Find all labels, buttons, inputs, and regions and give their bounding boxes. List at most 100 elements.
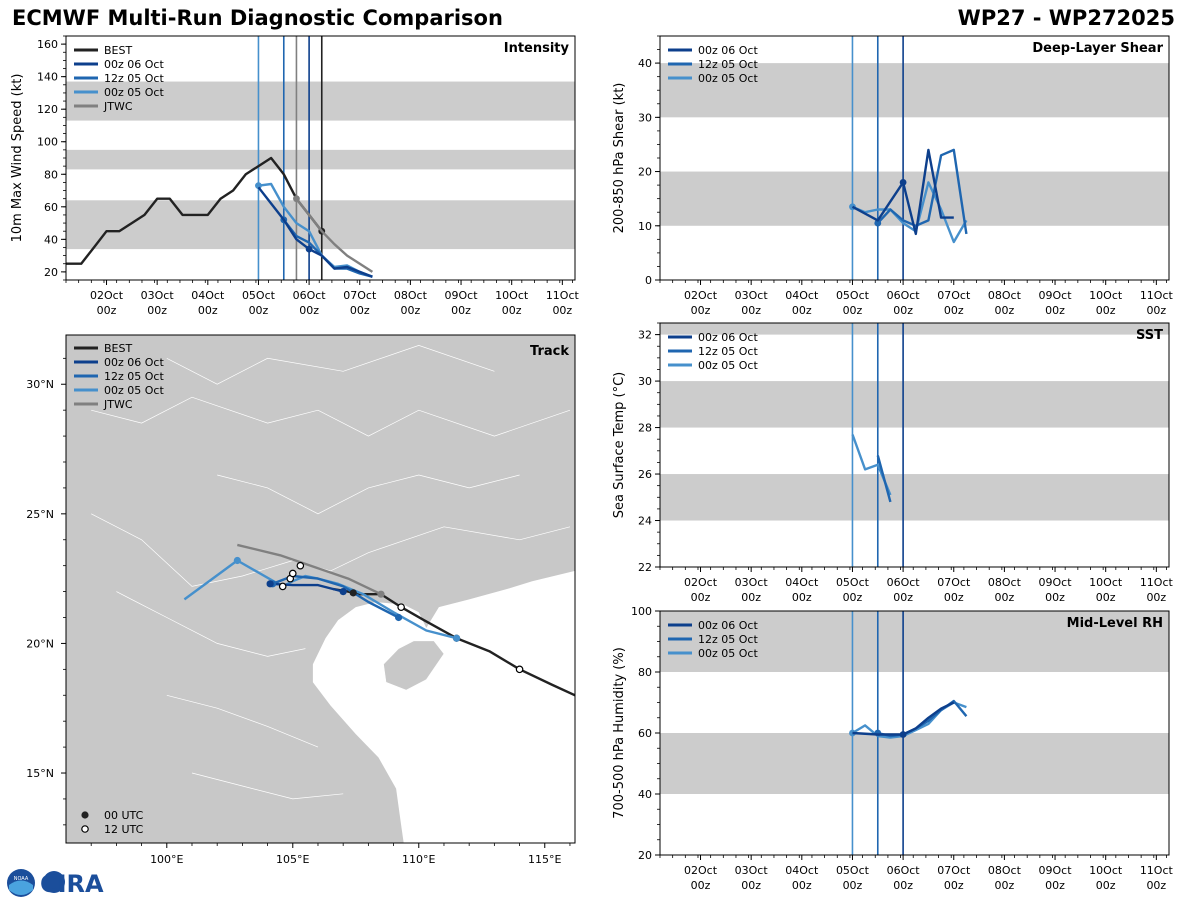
legend-entry-0: 00z 06 Oct xyxy=(698,331,758,344)
legend-entry-2: 12z 05 Oct xyxy=(104,72,164,85)
y-tick-label-5: 120 xyxy=(37,103,58,116)
x-tick-sublabel-4: 00z xyxy=(893,879,913,892)
lat-tick-label-3: 30°N xyxy=(26,378,54,391)
border-line-3 xyxy=(116,591,306,657)
x-tick-sublabel-9: 00z xyxy=(1146,879,1166,892)
x-tick-label-4: 06Oct xyxy=(887,864,921,877)
legend-entry-1: 12z 05 Oct xyxy=(698,58,758,71)
track-marker-00utc-0-1 xyxy=(349,589,357,597)
track-marker-00utc-2-0 xyxy=(395,613,403,622)
x-tick-label-9: 11Oct xyxy=(546,289,580,302)
x-tick-label-1: 03Oct xyxy=(735,289,769,302)
x-tick-sublabel-6: 00z xyxy=(995,879,1015,892)
x-tick-label-8: 10Oct xyxy=(495,289,529,302)
lon-tick-label-1: 105°E xyxy=(276,853,309,866)
legend-entry-2: 00z 05 Oct xyxy=(698,647,758,660)
x-tick-sublabel-6: 00z xyxy=(401,304,421,317)
y-tick-label-4: 40 xyxy=(638,57,652,70)
panel-track: 100°E 105°E 110°E 115°E 15°N 20°N 25°N 30°N Trac… xyxy=(26,334,576,866)
x-tick-label-7: 09Oct xyxy=(1039,576,1073,589)
y-tick-label-3: 80 xyxy=(44,168,58,181)
x-tick-label-6: 08Oct xyxy=(988,289,1022,302)
cira-logo-text: CIRA xyxy=(40,870,104,898)
legend-entry-4: JTWC xyxy=(103,100,133,113)
legend-entry-0: 00z 06 Oct xyxy=(698,44,758,57)
border-line-0 xyxy=(91,396,571,437)
x-tick-label-1: 03Oct xyxy=(735,864,769,877)
plot-frame xyxy=(659,322,1170,568)
series-group xyxy=(849,699,968,739)
series-line-1 xyxy=(876,148,968,235)
track-marker-12utc-3-0 xyxy=(288,569,297,578)
x-tick-sublabel-0: 00z xyxy=(97,304,117,317)
storm-id: WP27 - WP272025 xyxy=(957,6,1175,30)
band-0 xyxy=(660,733,1169,794)
band-1 xyxy=(660,611,1169,672)
legend-entry-1: 00z 06 Oct xyxy=(104,356,164,369)
marker-legend-label-1: 12 UTC xyxy=(104,823,144,836)
series-line-1 xyxy=(876,455,892,503)
panel-sst: 22 24 26 28 30 32 02Oct 00z 03Oct 00z 04Oct 00z 05Oc… xyxy=(612,322,1174,604)
x-tick-sublabel-0: 00z xyxy=(691,591,711,604)
lon-tick-label-0: 100°E xyxy=(150,853,183,866)
panel-title: Intensity xyxy=(504,41,570,56)
x-tick-label-6: 08Oct xyxy=(988,576,1022,589)
x-tick-label-3: 05Oct xyxy=(836,289,870,302)
legend-entry-1: 00z 06 Oct xyxy=(104,58,164,71)
lat-tick-label-1: 20°N xyxy=(26,637,54,650)
series-line-2 xyxy=(851,148,954,236)
marker-legend-filled xyxy=(81,811,89,819)
x-tick-sublabel-3: 00z xyxy=(843,304,863,317)
y-tick-label-0: 20 xyxy=(44,266,58,279)
legend-entry-3: 00z 05 Oct xyxy=(104,86,164,99)
x-tick-sublabel-0: 00z xyxy=(691,879,711,892)
x-tick-sublabel-7: 00z xyxy=(1045,879,1065,892)
band-0 xyxy=(660,474,1169,521)
x-tick-label-2: 04Oct xyxy=(785,289,819,302)
x-tick-sublabel-9: 00z xyxy=(552,304,572,317)
y-tick-label-1: 10 xyxy=(638,220,652,233)
x-tick-label-8: 10Oct xyxy=(1089,576,1123,589)
x-tick-label-8: 10Oct xyxy=(1089,289,1123,302)
lat-tick-label-0: 15°N xyxy=(26,767,54,780)
marker-legend-label-0: 00 UTC xyxy=(104,809,144,822)
lon-tick-label-2: 110°E xyxy=(402,853,435,866)
y-tick-label-0: 0 xyxy=(645,274,652,287)
x-tick-sublabel-8: 00z xyxy=(1096,591,1116,604)
track-marker-00utc-4-0 xyxy=(377,590,385,598)
x-tick-label-3: 05Oct xyxy=(242,289,276,302)
x-tick-label-7: 09Oct xyxy=(1039,864,1073,877)
x-tick-label-9: 11Oct xyxy=(1140,576,1174,589)
y-tick-label-4: 100 xyxy=(631,605,652,618)
y-tick-label-2: 26 xyxy=(638,468,652,481)
legend-entry-1: 12z 05 Oct xyxy=(698,633,758,646)
track-marker-12utc-0-1 xyxy=(397,603,405,611)
noaa-logo-text: NOAA xyxy=(14,876,29,882)
border-line-6 xyxy=(191,772,344,800)
y-tick-label-2: 20 xyxy=(638,166,652,179)
x-tick-label-8: 10Oct xyxy=(1089,864,1123,877)
y-tick-label-1: 40 xyxy=(638,788,652,801)
panel-title: Track xyxy=(530,344,569,359)
series-group xyxy=(851,434,892,503)
x-tick-sublabel-8: 00z xyxy=(502,304,522,317)
x-tick-label-5: 07Oct xyxy=(937,576,971,589)
x-tick-label-3: 05Oct xyxy=(836,576,870,589)
y-tick-label-1: 40 xyxy=(44,233,58,246)
y-tick-label-6: 140 xyxy=(37,71,58,84)
x-tick-label-5: 07Oct xyxy=(937,864,971,877)
x-tick-sublabel-7: 00z xyxy=(451,304,471,317)
y-tick-label-2: 60 xyxy=(638,727,652,740)
y-tick-label-4: 30 xyxy=(638,375,652,388)
series-marker-3-0 xyxy=(305,245,313,253)
x-tick-sublabel-5: 00z xyxy=(944,591,964,604)
band-1 xyxy=(660,63,1169,118)
map-frame xyxy=(65,334,576,844)
legend-entry-1: 12z 05 Oct xyxy=(698,345,758,358)
legend-entry-0: BEST xyxy=(104,342,132,355)
x-tick-label-6: 08Oct xyxy=(988,864,1022,877)
panel-intensity: 20 40 60 80 100 120 140 160 02Oct 00z 03Oct 00z 04Oc… xyxy=(10,35,580,317)
